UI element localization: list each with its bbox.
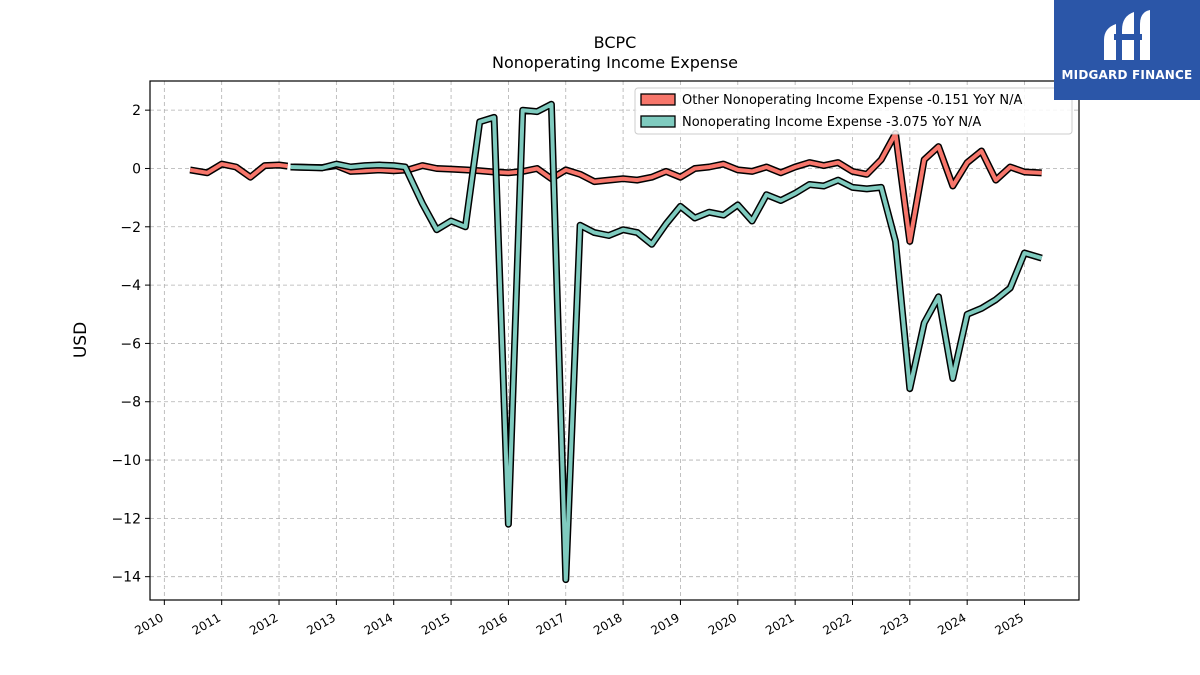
chart-title: BCPC [594, 33, 637, 52]
x-tick-label: 2024 [935, 610, 968, 637]
x-tick-label: 2021 [763, 610, 796, 637]
x-tick-label: 2013 [304, 610, 337, 637]
x-tick-label: 2020 [706, 610, 739, 637]
x-axis-ticks: 2010 2011 2012 2013 2014 2015 2016 2017 2018 2019… [132, 600, 1026, 638]
x-tick-label: 2017 [534, 610, 567, 637]
y-axis-ticks: 2 0 −2 −4 −6 −8 −10 −12 −14 [111, 103, 150, 586]
y-axis-label: USD [71, 322, 91, 358]
legend-swatch-nonoperating [640, 115, 676, 128]
legend-box [634, 87, 1073, 135]
y-tick-label: −10 [111, 453, 141, 469]
x-tick-label: 2018 [591, 610, 624, 637]
y-tick-label: −4 [120, 278, 141, 294]
series-group [189, 100, 1043, 584]
x-tick-label: 2014 [362, 610, 395, 637]
series-line-0 [293, 131, 1042, 244]
x-tick-label: 2016 [476, 610, 509, 637]
legend-swatch-other [640, 93, 676, 106]
x-tick-label: 2025 [993, 610, 1026, 637]
x-tick-label: 2011 [190, 610, 223, 637]
x-tick-label: 2010 [132, 610, 165, 637]
x-tick-label: 2019 [648, 610, 681, 637]
legend: Other Nonoperating Income Expense -0.151… [634, 87, 1073, 135]
x-tick-label: 2015 [419, 610, 452, 637]
logo-mark-icon [1104, 10, 1150, 60]
y-tick-label: 2 [132, 103, 141, 119]
midgard-finance-logo: MIDGARD FINANCE [1054, 0, 1200, 100]
plot-frame [149, 80, 1080, 601]
y-tick-label: −8 [120, 395, 141, 411]
x-tick-label: 2012 [247, 610, 280, 637]
chart-subtitle: Nonoperating Income Expense [492, 53, 738, 72]
logo-text: MIDGARD FINANCE [1061, 68, 1193, 82]
series-line-outline-1 [290, 100, 1043, 584]
x-tick-label: 2022 [821, 610, 854, 637]
y-tick-label: −12 [111, 511, 141, 527]
series-line-0 [189, 162, 288, 180]
series-line-1 [290, 102, 1043, 582]
legend-label-nonoperating: Nonoperating Income Expense -3.075 YoY N… [682, 115, 981, 130]
y-tick-label: 0 [132, 161, 141, 177]
y-tick-label: −14 [111, 570, 141, 586]
y-tick-label: −2 [120, 220, 141, 236]
legend-label-other: Other Nonoperating Income Expense -0.151… [682, 93, 1022, 108]
x-tick-label: 2023 [878, 610, 911, 637]
y-tick-label: −6 [120, 336, 141, 352]
